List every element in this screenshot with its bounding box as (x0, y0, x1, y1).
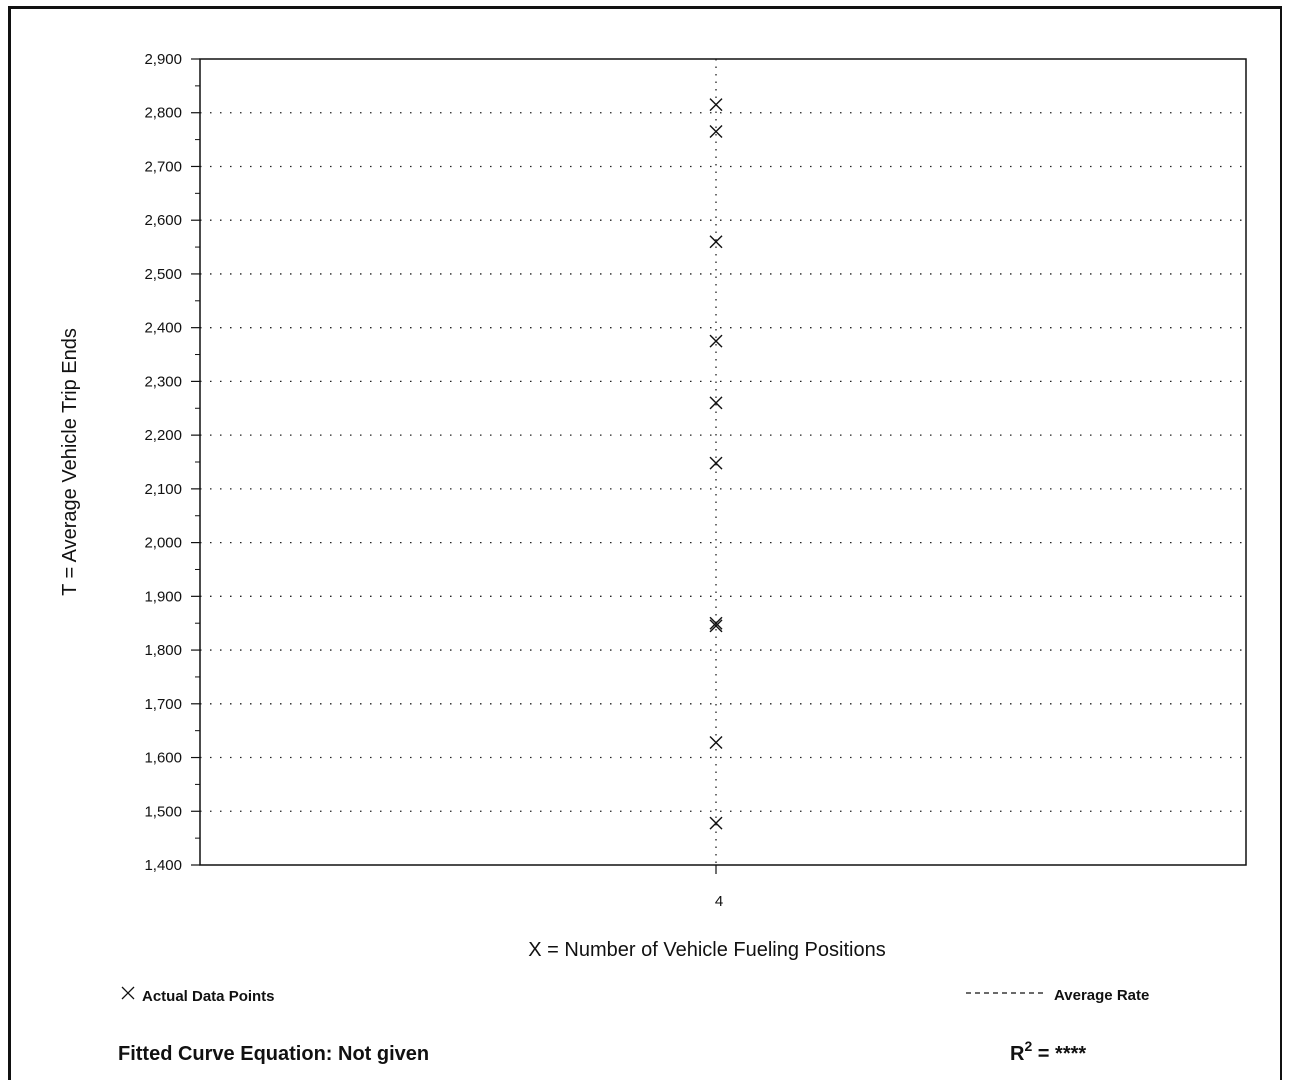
x-tick-label: 4 (715, 893, 723, 910)
data-point (709, 334, 723, 348)
y-tick-label: 2,600 (144, 212, 182, 229)
r-squared-value: = **** (1032, 1043, 1086, 1065)
fitted-curve-equation: Fitted Curve Equation: Not given (118, 1043, 429, 1065)
data-points (709, 98, 723, 830)
y-tick-label: 2,000 (144, 535, 182, 552)
data-point (709, 816, 723, 830)
y-tick-label: 2,400 (144, 320, 182, 337)
y-tick-label: 2,100 (144, 481, 182, 498)
legend-actual-data-points: Actual Data Points (142, 988, 275, 1005)
plot-area (199, 58, 1247, 866)
y-tick-label: 1,800 (144, 642, 182, 659)
r-squared: R2 = **** (1010, 1038, 1086, 1065)
data-point (709, 735, 723, 749)
legend: Actual Data Points Average Rate (121, 986, 1149, 1005)
y-tick-label: 1,600 (144, 750, 182, 767)
y-axis-ticks: 1,400 1,500 1,600 1,700 1,800 1,900 2,000 2,100… (144, 51, 200, 874)
y-tick-label: 1,400 (144, 857, 182, 874)
data-point (709, 396, 723, 410)
grid-lines (200, 59, 1246, 865)
data-point (709, 235, 723, 249)
r-squared-base: R (1010, 1043, 1025, 1065)
y-tick-label: 2,500 (144, 266, 182, 283)
x-axis-title: X = Number of Vehicle Fueling Positions (528, 939, 885, 961)
data-point (709, 125, 723, 139)
data-point (709, 456, 723, 470)
data-point (709, 619, 723, 633)
x-axis-ticks: 4 (715, 865, 723, 910)
data-point (709, 98, 723, 112)
data-point (709, 616, 723, 630)
y-tick-label: 1,500 (144, 803, 182, 820)
y-tick-label: 1,900 (144, 588, 182, 605)
y-tick-label: 2,200 (144, 427, 182, 444)
r-squared-exponent: 2 (1024, 1038, 1032, 1054)
y-tick-label: 2,900 (144, 51, 182, 68)
y-tick-label: 2,700 (144, 158, 182, 175)
legend-marker-icon (121, 986, 135, 1000)
y-tick-label: 1,700 (144, 696, 182, 713)
y-axis-title: T = Average Vehicle Trip Ends (59, 328, 81, 596)
y-tick-label: 2,800 (144, 105, 182, 122)
y-tick-label: 2,300 (144, 373, 182, 390)
chart-frame (8, 6, 1282, 1080)
legend-average-rate: Average Rate (1054, 987, 1149, 1004)
